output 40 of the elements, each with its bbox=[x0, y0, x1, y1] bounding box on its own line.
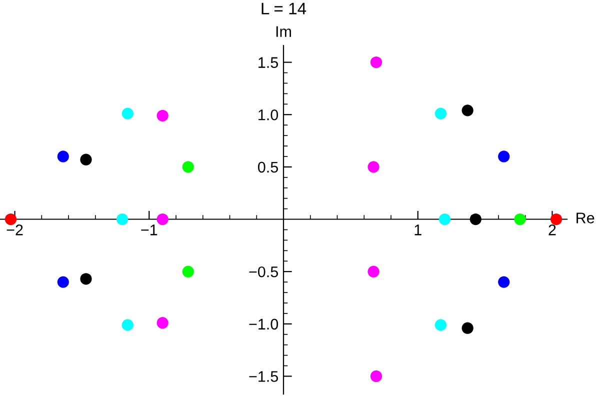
point bbox=[57, 276, 69, 288]
y-tick-label: −0.5 bbox=[249, 266, 278, 278]
point bbox=[368, 161, 380, 173]
point bbox=[57, 150, 69, 162]
point bbox=[434, 108, 447, 120]
y-tick-label: −1.5 bbox=[249, 371, 278, 382]
point bbox=[156, 317, 168, 329]
point bbox=[116, 213, 128, 226]
point bbox=[370, 370, 382, 382]
x-tick-label: −1 bbox=[141, 224, 158, 236]
x-tick-label: 1 bbox=[414, 224, 422, 236]
point bbox=[498, 276, 510, 288]
point bbox=[182, 266, 194, 278]
y-tick-label: 1.0 bbox=[258, 109, 278, 120]
point bbox=[368, 266, 380, 278]
point bbox=[80, 273, 92, 285]
y-tick-label: 1.5 bbox=[258, 57, 278, 68]
point bbox=[514, 213, 526, 226]
point bbox=[4, 213, 17, 226]
x-tick-label: −2 bbox=[6, 224, 23, 236]
x-axis-title: Re bbox=[576, 212, 594, 224]
point bbox=[370, 56, 382, 68]
y-axis-title: Im bbox=[276, 26, 291, 37]
point bbox=[156, 213, 168, 226]
point bbox=[550, 213, 562, 226]
point bbox=[182, 161, 194, 173]
point bbox=[462, 322, 474, 334]
y-tick-label: 0.5 bbox=[258, 162, 278, 173]
point bbox=[156, 110, 168, 122]
y-tick-label: −1.0 bbox=[249, 318, 278, 330]
point bbox=[438, 213, 451, 226]
point bbox=[122, 108, 134, 120]
point bbox=[122, 319, 134, 331]
point bbox=[434, 319, 447, 331]
chart-title: L = 14 bbox=[262, 2, 306, 14]
point bbox=[470, 213, 482, 226]
point bbox=[498, 150, 510, 162]
point bbox=[80, 154, 92, 166]
point bbox=[462, 104, 474, 116]
x-tick-label: 2 bbox=[548, 224, 556, 236]
